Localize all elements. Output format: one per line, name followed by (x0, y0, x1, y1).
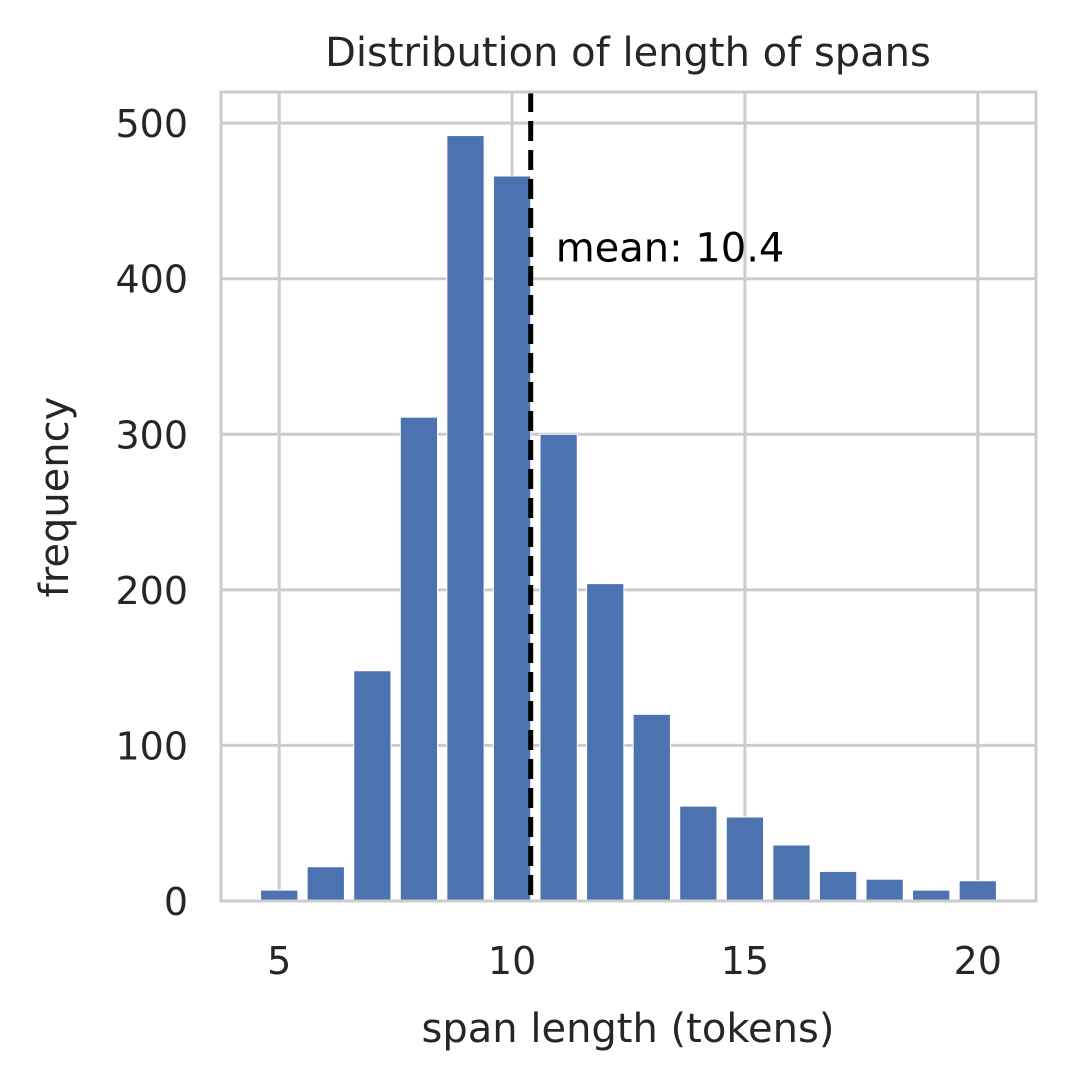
chart-title: Distribution of length of spans (325, 30, 931, 76)
bar (306, 866, 345, 902)
y-tick-label: 300 (115, 413, 188, 457)
x-tick-labels: 5 10 15 20 (267, 939, 1002, 983)
bar (586, 583, 625, 902)
bar (772, 844, 811, 902)
bar (725, 816, 765, 902)
y-tick-label: 200 (115, 569, 188, 613)
bars (260, 135, 997, 902)
bar (446, 135, 485, 902)
bar (399, 416, 439, 902)
x-tick-label: 10 (488, 939, 536, 983)
y-tick-label: 400 (115, 258, 188, 302)
bar (353, 670, 392, 902)
mean-annotation: mean: 10.4 (556, 225, 785, 271)
y-axis-title: frequency (32, 397, 78, 598)
y-tick-label: 0 (164, 880, 188, 924)
bar (539, 433, 578, 902)
grid-lines (221, 92, 1036, 903)
x-tick-label: 15 (721, 939, 769, 983)
bar (679, 805, 718, 902)
y-tick-labels: 0 100 200 300 400 500 (115, 102, 188, 924)
x-tick-label: 20 (954, 939, 1002, 983)
bar (958, 880, 997, 902)
bar (912, 889, 951, 902)
y-tick-label: 100 (115, 724, 188, 768)
x-axis-title: span length (tokens) (422, 1006, 835, 1052)
bar (492, 175, 532, 902)
bar (632, 713, 671, 902)
bar (260, 889, 299, 902)
bar (865, 878, 904, 902)
bar (818, 870, 858, 902)
x-tick-label: 5 (267, 939, 291, 983)
y-tick-label: 500 (115, 102, 188, 146)
plot-frame (219, 90, 1038, 903)
